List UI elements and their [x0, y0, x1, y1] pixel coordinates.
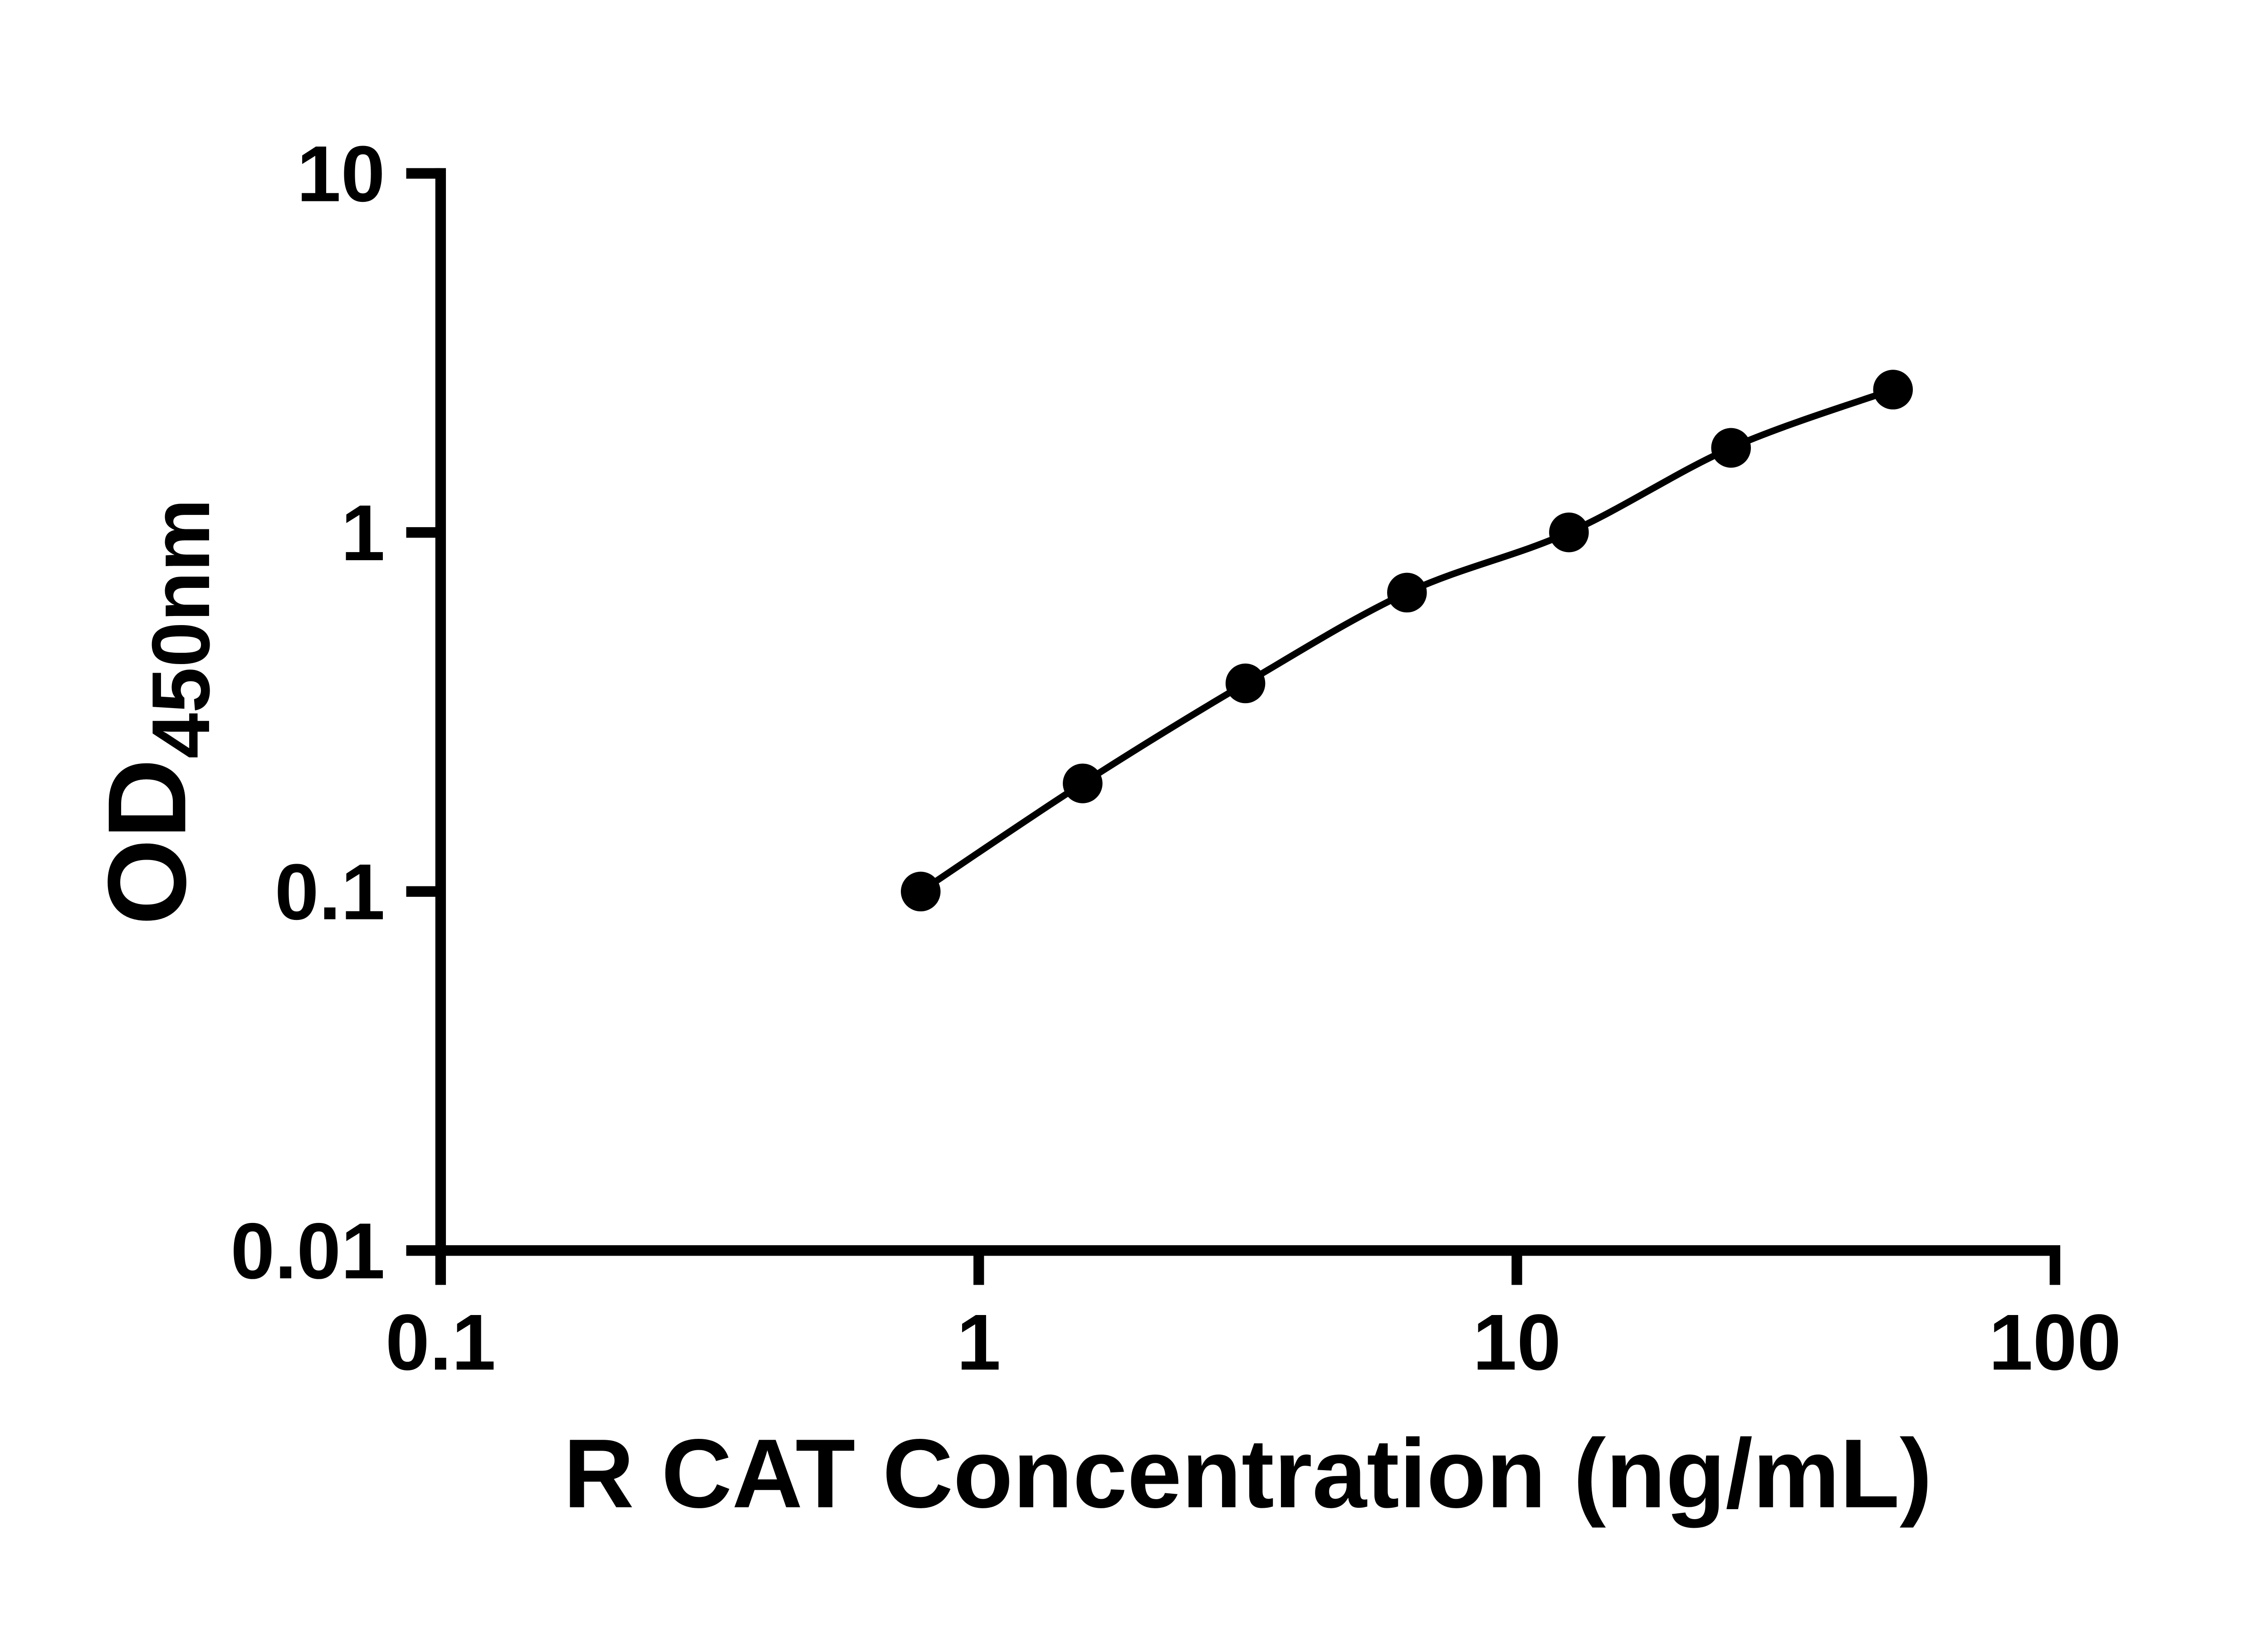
data-point-marker: [1711, 428, 1751, 468]
x-tick-label: 10: [1473, 1298, 1561, 1387]
x-tick-label: 0.1: [386, 1298, 496, 1387]
data-point-marker: [1873, 370, 1913, 410]
data-point-marker: [1549, 512, 1589, 552]
y-tick-label: 10: [297, 130, 385, 219]
y-axis-title: OD450nm: [84, 499, 227, 925]
y-axis-title-main: OD: [84, 758, 209, 925]
x-tick-label: 1: [957, 1298, 1001, 1387]
y-axis-title-sub: 450nm: [135, 499, 227, 758]
data-point-marker: [900, 871, 941, 912]
x-tick-label: 100: [1989, 1298, 2121, 1387]
y-tick-label: 0.1: [275, 848, 385, 937]
data-series: [900, 370, 1913, 912]
data-point-marker: [1387, 572, 1427, 613]
y-tick-label: 0.01: [230, 1207, 385, 1296]
data-point-marker: [1225, 663, 1266, 704]
axis-ticks: [406, 168, 2061, 1285]
data-point-marker: [1063, 763, 1103, 803]
standard-curve-line: [919, 386, 1894, 895]
axes: [435, 168, 2061, 1256]
x-axis-title: R CAT Concentration (ng/mL): [563, 1419, 1932, 1528]
y-tick-label: 1: [341, 489, 385, 577]
